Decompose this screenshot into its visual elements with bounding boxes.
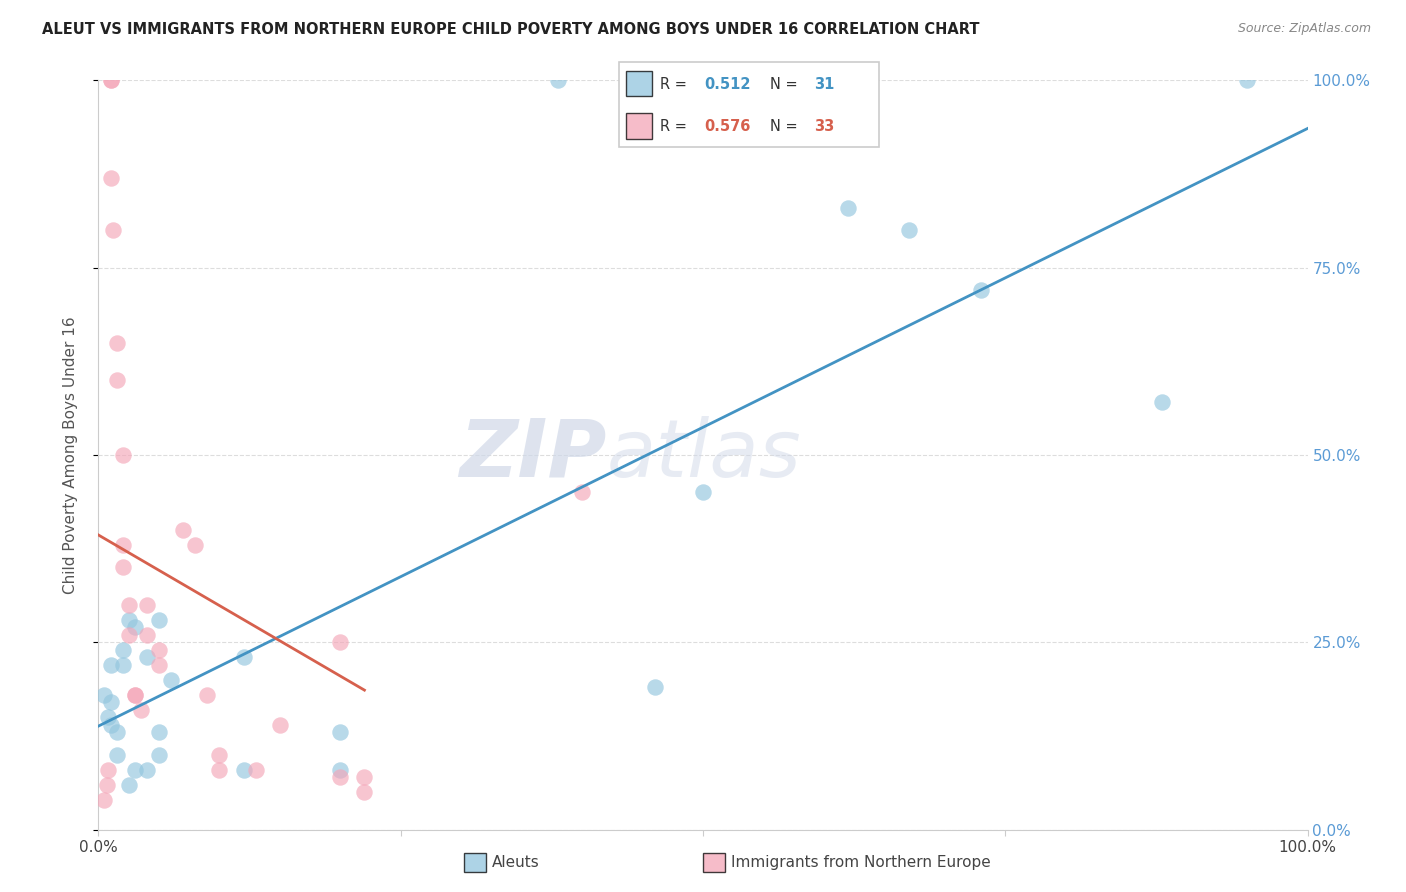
Text: 31: 31 xyxy=(814,77,834,92)
Point xyxy=(1152,395,1174,409)
FancyBboxPatch shape xyxy=(619,62,879,147)
Point xyxy=(100,170,122,185)
Point xyxy=(105,373,128,387)
Point xyxy=(135,598,157,612)
Point xyxy=(135,763,157,777)
Point xyxy=(118,628,141,642)
Point xyxy=(329,635,352,649)
Text: 0.576: 0.576 xyxy=(704,119,751,134)
Point xyxy=(897,223,920,237)
Text: R =: R = xyxy=(661,77,692,92)
Text: ALEUT VS IMMIGRANTS FROM NORTHERN EUROPE CHILD POVERTY AMONG BOYS UNDER 16 CORRE: ALEUT VS IMMIGRANTS FROM NORTHERN EUROPE… xyxy=(42,22,980,37)
Point xyxy=(124,763,146,777)
Point xyxy=(148,613,170,627)
Point xyxy=(1236,73,1258,87)
Point xyxy=(148,642,170,657)
Point xyxy=(100,717,122,731)
Point xyxy=(353,785,375,799)
Point xyxy=(118,613,141,627)
Point xyxy=(329,725,352,739)
Point xyxy=(118,598,141,612)
Point xyxy=(93,792,115,806)
Point xyxy=(124,688,146,702)
Point xyxy=(135,628,157,642)
Point xyxy=(100,657,122,672)
Point xyxy=(353,770,375,784)
Point xyxy=(100,73,122,87)
Text: ZIP: ZIP xyxy=(458,416,606,494)
Point xyxy=(208,763,231,777)
Point xyxy=(135,650,157,665)
Point xyxy=(160,673,183,687)
Point xyxy=(195,688,218,702)
FancyBboxPatch shape xyxy=(627,71,652,96)
Point xyxy=(692,485,714,500)
Point xyxy=(970,283,993,297)
Point xyxy=(329,770,352,784)
Point xyxy=(105,725,128,739)
Point xyxy=(111,657,134,672)
Point xyxy=(129,703,152,717)
Point xyxy=(208,747,231,762)
Text: Source: ZipAtlas.com: Source: ZipAtlas.com xyxy=(1237,22,1371,36)
Point xyxy=(105,335,128,350)
Point xyxy=(184,538,207,552)
Text: 0.512: 0.512 xyxy=(704,77,751,92)
FancyBboxPatch shape xyxy=(627,113,652,139)
Point xyxy=(111,642,134,657)
Point xyxy=(97,763,120,777)
Point xyxy=(329,763,352,777)
Point xyxy=(105,747,128,762)
Point xyxy=(96,778,118,792)
Text: atlas: atlas xyxy=(606,416,801,494)
Point xyxy=(100,73,122,87)
Point xyxy=(571,485,593,500)
Text: Immigrants from Northern Europe: Immigrants from Northern Europe xyxy=(731,855,991,870)
Point xyxy=(269,717,291,731)
Point xyxy=(148,657,170,672)
Y-axis label: Child Poverty Among Boys Under 16: Child Poverty Among Boys Under 16 xyxy=(63,316,77,594)
Point xyxy=(547,73,569,87)
Point xyxy=(232,650,254,665)
Text: N =: N = xyxy=(769,77,801,92)
Point xyxy=(644,680,666,694)
Point xyxy=(100,695,122,709)
Point xyxy=(124,620,146,634)
Point xyxy=(172,523,194,537)
Point xyxy=(232,763,254,777)
Text: N =: N = xyxy=(769,119,801,134)
Point xyxy=(111,538,134,552)
Point xyxy=(148,725,170,739)
Point xyxy=(124,688,146,702)
Text: 33: 33 xyxy=(814,119,834,134)
Point xyxy=(111,560,134,574)
Point xyxy=(837,201,859,215)
Point xyxy=(97,710,120,724)
Text: Aleuts: Aleuts xyxy=(492,855,540,870)
Point xyxy=(93,688,115,702)
Point xyxy=(148,747,170,762)
Point xyxy=(118,778,141,792)
Point xyxy=(101,223,124,237)
Text: R =: R = xyxy=(661,119,692,134)
Point xyxy=(245,763,267,777)
Point xyxy=(111,448,134,462)
